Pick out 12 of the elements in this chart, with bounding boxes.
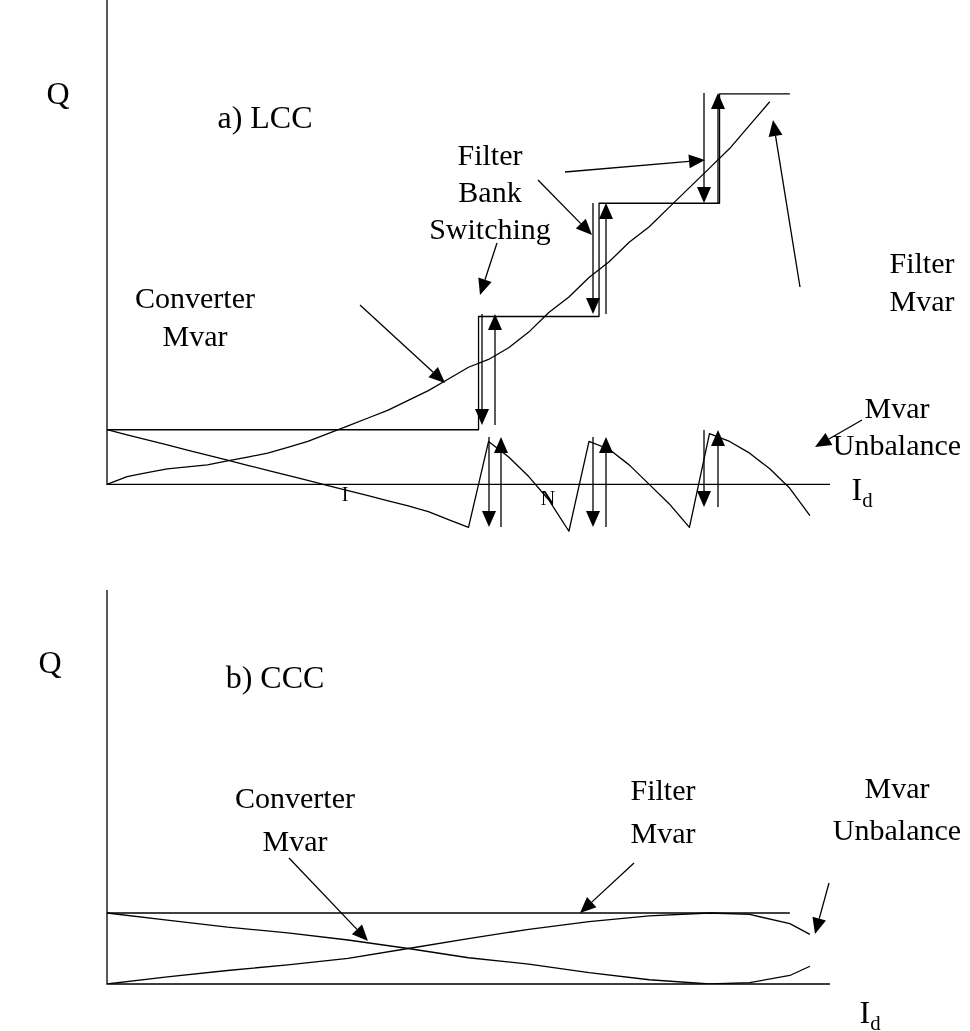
y-axis-title: Q bbox=[46, 75, 70, 112]
text: Filter Mvar bbox=[630, 772, 696, 849]
annotation: Filter Bank Switching bbox=[429, 137, 551, 245]
chart-title: b) CCC bbox=[225, 659, 325, 696]
text: Mvar Unbalance bbox=[832, 770, 962, 846]
annotation: I bbox=[341, 483, 349, 506]
chart-title: a) LCC bbox=[217, 99, 313, 136]
y-axis-title: Q bbox=[38, 644, 62, 681]
text: Converter Mvar bbox=[235, 780, 355, 857]
text: Mvar Unbalance bbox=[832, 390, 962, 461]
annotation: Converter Mvar bbox=[135, 280, 255, 352]
text: Filter Mvar bbox=[889, 245, 955, 317]
